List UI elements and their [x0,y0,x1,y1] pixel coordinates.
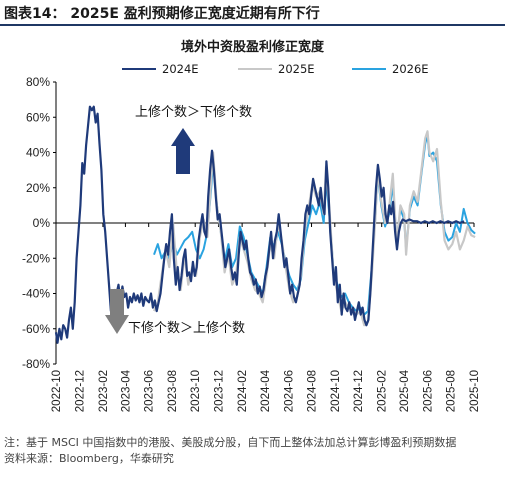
x-tick-label: 2023-04 [120,369,132,412]
y-tick-label: -80% [22,357,50,371]
x-tick-label: 2023-02 [98,370,110,412]
legend: 2024E 2025E 2026E [0,62,505,78]
x-tick-label: 2023-08 [167,370,179,412]
legend-swatch-2025e [238,68,272,70]
x-tick-label: 2023-12 [213,370,225,412]
legend-swatch-2024e [122,68,156,70]
legend-item-2026e: 2026E [352,62,429,76]
x-tick-label: 2025-08 [446,370,458,412]
arrow-up-head [171,128,195,146]
y-tick-label: -20% [22,251,50,265]
y-tick-label: 80% [26,75,50,89]
legend-item-2024e: 2024E [122,62,199,76]
x-tick-label: 2025-06 [422,370,434,412]
x-tick-label: 2024-10 [330,370,342,412]
figure-note: 注：基于 MSCI 中国指数中的港股、美股成分股，自下而上整体法加总计算彭博盈利… [4,436,457,449]
x-tick-label: 2023-10 [190,370,202,412]
chart-plot: 80% 60% 40% 20% 0% -20% -40% -60% -80%2022-10 202… [22,75,481,412]
arrow-down-shaft [110,289,124,315]
legend-item-2025e: 2025E [238,62,315,76]
x-tick-label: 2025-04 [399,369,411,412]
y-tick-label: 40% [26,146,50,160]
x-tick-label: 2024-02 [237,370,249,412]
y-tick-label: -40% [22,287,50,301]
x-tick-label: 2025-02 [377,370,389,412]
annotation-up: 上修个数＞下修个数 [135,105,252,120]
chart-title: 境外中资股盈利修正宽度 [180,40,324,55]
y-tick-label: 60% [26,110,50,124]
x-tick-label: 2025-10 [469,370,481,412]
arrow-down-head [105,315,129,334]
x-tick-label: 2024-04 [260,369,272,412]
series-line-2024e [54,105,465,344]
notes: 注：基于 MSCI 中国指数中的港股、美股成分股，自下而上整体法加总计算彭博盈利… [4,435,500,467]
x-tick-label: 2024-12 [353,370,365,412]
legend-swatch-2026e [352,68,386,70]
y-tick-label: 0% [33,216,51,230]
y-tick-label: -60% [22,322,50,336]
legend-label-2026e: 2026E [392,62,429,76]
x-tick-label: 2024-08 [307,370,319,412]
legend-label-2025e: 2025E [278,62,315,76]
x-tick-label: 2022-12 [74,370,86,412]
y-tick-label: 20% [26,181,50,195]
arrow-up-shaft [176,146,190,174]
series-line-2025e [152,130,476,327]
x-tick-label: 2023-06 [144,370,156,412]
legend-label-2024e: 2024E [162,62,199,76]
x-tick-label: 2022-10 [51,370,63,412]
figure-title: 图表14： 2025E 盈利预期修正宽度近期有所下行 [4,6,320,22]
title-rule [0,24,505,26]
x-tick-label: 2024-06 [283,370,295,412]
annotation-down: 下修个数＞上修个数 [128,321,245,336]
figure-source: 资料来源：Bloomberg，华泰研究 [4,452,174,465]
